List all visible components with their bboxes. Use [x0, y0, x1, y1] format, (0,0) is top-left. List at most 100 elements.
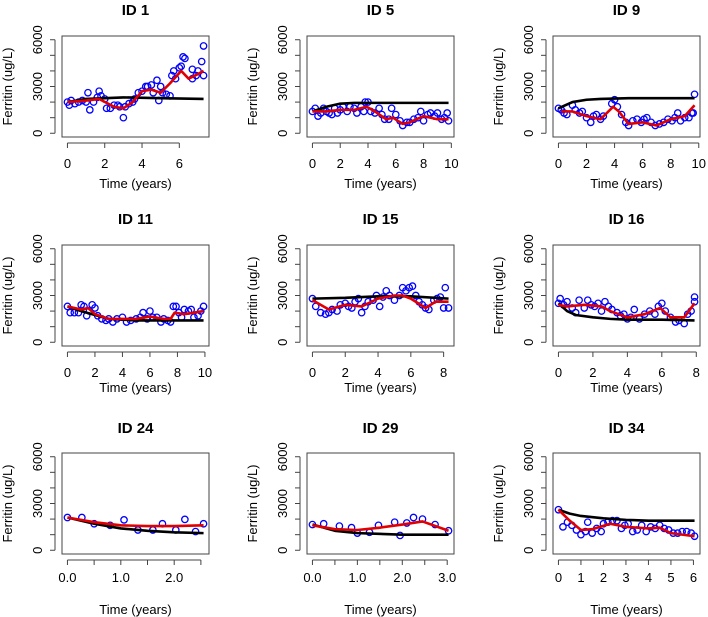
plot-frame: [306, 244, 455, 347]
data-point: [199, 519, 208, 528]
x-tick-label: 0: [309, 365, 316, 380]
panel-title: ID 16: [609, 211, 645, 228]
x-axis-label: Time (years): [344, 380, 416, 395]
data-point: [169, 67, 178, 75]
data-point: [409, 513, 418, 522]
y-axis: 0 3000 6000: [275, 25, 301, 137]
x-tick-label: 4: [374, 365, 381, 380]
x-tick-label: 8: [420, 156, 427, 171]
y-axis: 0 3000 6000: [30, 25, 56, 137]
y-axis: 0 3000 6000: [275, 234, 301, 346]
y-tick-label: 6000: [30, 442, 45, 471]
plot-frame: [306, 452, 455, 555]
data-point: [657, 299, 666, 308]
y-tick-label: 0: [30, 547, 45, 554]
x-tick-label: 4: [624, 365, 631, 380]
x-tick-label: 0: [555, 570, 562, 585]
x-tick-label: 0: [309, 156, 316, 171]
x-tick-label: 2: [91, 365, 98, 380]
data-point: [586, 118, 595, 127]
y-tick-label: 0: [275, 339, 290, 346]
data-point: [559, 523, 567, 531]
data-point: [556, 294, 565, 303]
y-axis: 0 3000 6000: [30, 234, 56, 346]
smooth-fit-line: [312, 105, 449, 126]
x-tick-label: 10: [198, 365, 212, 380]
y-tick-label: 6000: [521, 442, 536, 471]
y-axis: 0 3000 6000: [275, 442, 301, 554]
data-point: [181, 54, 189, 63]
x-tick-label: 4: [611, 156, 618, 171]
y-axis-label: Ferritin (ug/L): [0, 256, 15, 334]
smooth-fit-line: [67, 69, 205, 110]
x-tick-label: 8: [667, 156, 674, 171]
y-tick-label: 3000: [275, 281, 290, 310]
data-point: [563, 297, 571, 306]
y-axis-label: Ferritin (ug/L): [491, 256, 506, 334]
data-point: [642, 113, 651, 122]
x-axis: 0 2 4 6 8: [309, 351, 447, 380]
panel-id-5: ID 5 0 3000 6000 Ferritin (ug/L) 0 2 4 6 8 10 Time …: [245, 2, 459, 191]
x-tick-label: 8: [174, 365, 181, 380]
y-tick-label: 3000: [275, 72, 290, 101]
x-tick-label: 4: [364, 156, 371, 171]
y-tick-label: 6000: [275, 25, 290, 54]
panel-title: ID 34: [609, 420, 646, 437]
data-point: [357, 308, 366, 317]
x-axis-label: Time (years): [99, 602, 171, 617]
x-axis: 0.0 1.0 2.0 3.0: [303, 559, 456, 585]
x-axis: 0 2 4 6 8 10: [555, 142, 706, 171]
x-tick-label: 0: [64, 365, 71, 380]
data-point: [199, 42, 208, 50]
x-axis: 0 2 4 6 8 10: [309, 142, 459, 171]
data-point: [433, 109, 442, 117]
x-tick-label: 0: [64, 156, 71, 171]
x-tick-label: 0: [555, 156, 562, 171]
data-point: [419, 116, 428, 125]
data-point: [66, 308, 75, 317]
y-tick-label: 3000: [30, 281, 45, 310]
data-point: [120, 516, 128, 524]
plot-frame: [61, 452, 210, 555]
plot-frame: [552, 244, 701, 347]
smooth-fit-line: [67, 305, 204, 321]
y-axis-label: Ferritin (ug/L): [245, 256, 260, 334]
data-point: [91, 304, 99, 312]
y-axis-label: Ferritin (ug/L): [245, 464, 260, 542]
panel-id-24: ID 24 0 3000 6000 Ferritin (ug/L) 0.0 1.0 2.0 Ti…: [0, 420, 210, 617]
panel-id-9: ID 9 0 3000 6000 Ferritin (ug/L) 0 2 4 6 8 10 Time …: [491, 2, 706, 191]
model-fit-line: [312, 101, 449, 113]
y-tick-label: 3000: [275, 489, 290, 518]
y-tick-label: 0: [30, 339, 45, 346]
x-tick-label: 3: [622, 570, 629, 585]
data-point: [181, 515, 189, 524]
y-tick-label: 0: [521, 130, 536, 137]
data-point: [197, 57, 206, 66]
y-axis: 0 3000 6000: [30, 442, 56, 554]
y-tick-label: 6000: [30, 25, 45, 54]
data-point: [85, 106, 94, 114]
smooth-fit-line: [561, 104, 696, 127]
x-tick-label: 3.0: [438, 570, 456, 585]
smooth-fit-line: [312, 520, 449, 532]
y-tick-label: 3000: [521, 281, 536, 310]
data-point: [153, 76, 161, 85]
y-axis: 0 3000 6000: [521, 442, 547, 554]
x-tick-label: 2.0: [393, 570, 411, 585]
data-point: [175, 63, 184, 72]
data-point: [416, 107, 425, 116]
data-point: [387, 104, 396, 113]
x-tick-label: 10: [692, 156, 706, 171]
data-point: [575, 296, 583, 305]
x-tick-label: 4: [119, 365, 126, 380]
x-tick-label: 10: [444, 156, 458, 171]
model-fit-line: [558, 508, 695, 522]
plot-frame: [306, 35, 455, 138]
smooth-fit-line: [558, 302, 696, 319]
data-point: [689, 109, 698, 117]
x-tick-label: 6: [146, 365, 153, 380]
y-tick-label: 0: [275, 547, 290, 554]
data-point: [690, 293, 699, 301]
y-tick-label: 0: [521, 547, 536, 554]
